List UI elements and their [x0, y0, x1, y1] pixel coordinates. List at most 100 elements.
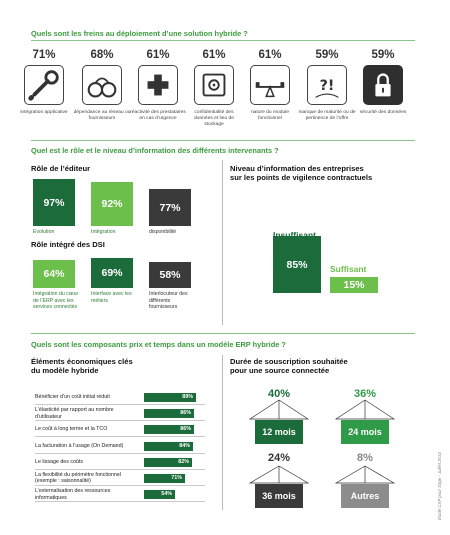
dsi-bar-label-1: Interface avec les métiers	[91, 291, 132, 304]
section3-divider-top	[31, 333, 415, 334]
duration-title-line2: pour une source connectée	[230, 366, 330, 375]
dsi-bar-1: 69%	[91, 258, 133, 288]
econ-bar-value-6: 54%	[161, 491, 172, 498]
question-exclamation-icon: ?!	[307, 65, 347, 105]
duration-box-3: Autres	[341, 484, 389, 508]
econ-bar-2: 86%	[144, 425, 194, 435]
wrench-icon	[24, 65, 64, 105]
barrier-label-2: réactivité des prestataires en cas d’urg…	[130, 110, 186, 122]
barrier-label-4: nature du module fonctionnel	[250, 110, 290, 122]
editor-bar-value-0: 97%	[43, 196, 65, 209]
econ-bar-value-1: 86%	[180, 410, 191, 417]
econ-bar-5: 71%	[144, 474, 185, 483]
econ-bar-value-3: 84%	[179, 442, 190, 449]
editor-bar-value-1: 92%	[101, 198, 123, 210]
editor-bar-value-2: 77%	[159, 201, 181, 214]
barrier-label-0: intégration applicative	[20, 110, 68, 115]
econ-row-divider	[35, 468, 205, 470]
section2-title: Quel est le rôle et le niveau d’informat…	[31, 146, 279, 155]
sufficient-bar: 15%	[330, 277, 378, 293]
barrier-label-3: confidentialité des données et lieu de s…	[194, 110, 234, 128]
insufficient-value: 85%	[286, 258, 308, 271]
barrier-pct-2: 61%	[146, 49, 170, 61]
duration-title-line1: Durée de souscription souhaitée	[230, 357, 348, 366]
barrier-pct-4: 61%	[258, 49, 282, 61]
barrier-pct-1: 68%	[90, 49, 114, 61]
duration-pct-1: 36%	[353, 388, 377, 400]
dsi-bar-value-0: 64%	[43, 268, 65, 280]
econ-label-6: L’externalisation des ressources informa…	[35, 488, 111, 501]
econ-bar-value-4: 82%	[178, 458, 189, 465]
dsi-bar-label-2: Interlocuteur des différents fournisseur…	[149, 291, 188, 310]
handcuffs-icon	[82, 65, 122, 105]
econ-bar-3: 84%	[144, 441, 193, 451]
econ-bar-value-0: 89%	[182, 394, 193, 400]
econ-label-4: Le lissage des coûts	[35, 458, 83, 465]
econ-label-1: L’élasticité par rapport au nombre d’uti…	[35, 407, 114, 420]
editor-role-title: Rôle de l’éditeur	[31, 164, 91, 173]
dsi-bar-0: 64%	[33, 260, 75, 288]
insufficient-label: Insuffisant	[273, 230, 316, 240]
editor-bar-label-0: Evolution	[33, 229, 55, 235]
dsi-role-title: Rôle intégré des DSI	[31, 240, 105, 249]
econ-row-divider	[35, 452, 205, 454]
duration-connectors	[248, 399, 396, 484]
barrier-label-6: sécurité des données	[359, 110, 407, 115]
duration-box-1: 24 mois	[341, 420, 389, 444]
dsi-bar-2: 58%	[149, 262, 191, 288]
econ-row-divider	[35, 404, 205, 405]
econ-row-divider	[35, 501, 205, 503]
duration-box-0: 12 mois	[255, 420, 303, 444]
editor-bar-label-1: Intégration	[91, 229, 116, 235]
editor-bar-0: 97%	[33, 179, 75, 226]
econ-row-divider	[35, 420, 205, 422]
info-title-line1: Niveau d’information des entreprises	[230, 164, 364, 173]
duration-pct-0: 40%	[267, 388, 291, 400]
section1-divider	[31, 40, 415, 41]
econ-bar-4: 82%	[144, 457, 192, 467]
dsi-bar-label-0: Intégration du cœur de l’ERP avec les se…	[33, 291, 79, 310]
barrier-pct-3: 61%	[202, 49, 226, 61]
econ-title-line1: Éléments économiques clés	[31, 357, 133, 366]
barrier-pct-5: 59%	[315, 49, 339, 61]
econ-row-divider	[35, 485, 205, 486]
barrier-label-1: dépendance au réseau ou fournisseurs	[73, 110, 131, 122]
insufficient-bar: 85%	[273, 236, 321, 293]
econ-bar-value-2: 86%	[180, 426, 191, 433]
econ-label-5: La flexibilité du périmètre fonctionnel …	[35, 472, 121, 485]
econ-bar-6: 54%	[144, 490, 175, 500]
econ-bar-0: 89%	[144, 393, 196, 402]
barrier-label-5: manque de maturité ou de pertinence de l…	[298, 110, 356, 122]
editor-bar-2: 77%	[149, 189, 191, 226]
duration-pct-2: 24%	[267, 452, 291, 464]
econ-bar-1: 86%	[144, 409, 194, 419]
editor-bar-label-2: disponibilité	[149, 229, 177, 235]
section2-divider-top	[31, 140, 415, 141]
duration-pct-3: 8%	[357, 452, 373, 464]
svg-text:?!: ?!	[320, 78, 335, 94]
sufficient-label: Suffisant	[330, 264, 367, 274]
barrier-pct-0: 71%	[32, 49, 56, 61]
dsi-bar-value-1: 69%	[101, 267, 123, 279]
section2-vertical-divider	[222, 160, 223, 325]
econ-label-2: Le coût à long terme et la TCO	[35, 426, 108, 433]
econ-title-line2: du modèle hybride	[31, 366, 99, 375]
editor-bar-1: 92%	[91, 182, 133, 226]
econ-label-3: La facturation à l’usage (On Demand)	[35, 442, 124, 449]
seesaw-icon	[250, 65, 290, 105]
info-title-line2: sur les points de vigilence contractuels	[230, 173, 373, 182]
econ-bar-value-5: 71%	[171, 475, 182, 481]
source-credit: Étude CXP pour Sage - Juillet 2014	[437, 452, 442, 520]
section1-title: Quels sont les freins au déploiement d’u…	[31, 29, 248, 38]
section3-vertical-divider	[222, 355, 223, 510]
sufficient-value: 15%	[343, 279, 365, 291]
econ-row-divider	[35, 436, 205, 438]
padlock-icon	[363, 65, 403, 105]
medical-cross-icon	[138, 65, 178, 105]
econ-label-0: Bénéficier d’un coût initial réduit	[35, 394, 110, 400]
safe-icon	[194, 65, 234, 105]
barrier-pct-6: 59%	[371, 49, 395, 61]
dsi-bar-value-2: 58%	[159, 269, 181, 281]
section3-title: Quels sont les composants prix et temps …	[31, 340, 286, 349]
duration-box-2: 36 mois	[255, 484, 303, 508]
